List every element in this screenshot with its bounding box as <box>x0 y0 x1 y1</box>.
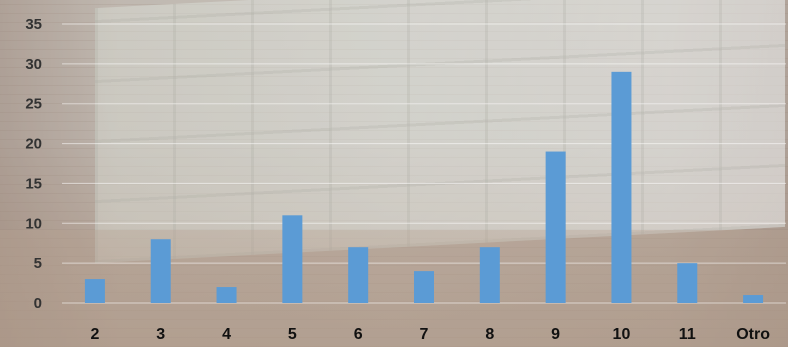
x-tick-label: 4 <box>222 326 231 343</box>
y-tick-label: 25 <box>25 96 42 113</box>
x-tick-label: 10 <box>613 326 631 343</box>
x-tick-label: 11 <box>679 326 696 343</box>
bars <box>84 71 764 303</box>
gridlines <box>62 23 786 304</box>
bar-4 <box>216 287 237 303</box>
x-tick-label: 9 <box>551 326 560 343</box>
bar-9 <box>545 151 566 303</box>
y-tick-label: 20 <box>25 136 42 153</box>
x-tick-label: 5 <box>288 326 297 343</box>
x-tick-label: 3 <box>156 326 165 343</box>
y-tick-label: 15 <box>25 175 42 192</box>
x-tick-label: Otro <box>736 326 770 343</box>
bar-7 <box>414 271 434 303</box>
bar-3 <box>150 239 171 303</box>
bar-10 <box>611 71 632 303</box>
y-tick-label: 5 <box>34 255 42 272</box>
bar-2 <box>84 279 105 303</box>
bar-8 <box>479 247 500 303</box>
x-tick-label: 2 <box>90 326 99 343</box>
y-tick-label: 35 <box>25 16 42 33</box>
y-tick-label: 10 <box>25 215 42 232</box>
x-tick-label: 8 <box>485 326 494 343</box>
y-tick-label: 0 <box>34 295 42 312</box>
y-axis: 0 5 10 15 20 25 30 35 <box>25 16 42 312</box>
bar-11 <box>677 263 698 303</box>
x-tick-label: 7 <box>420 326 429 343</box>
x-axis: 2 3 4 5 6 7 8 9 10 11 Otro <box>90 326 770 343</box>
bar-otro <box>743 295 764 303</box>
bar-6 <box>348 247 369 303</box>
x-tick-label: 6 <box>354 326 363 343</box>
bar-5 <box>282 215 303 303</box>
y-tick-label: 30 <box>25 56 42 73</box>
background-photo-wall <box>0 230 788 347</box>
